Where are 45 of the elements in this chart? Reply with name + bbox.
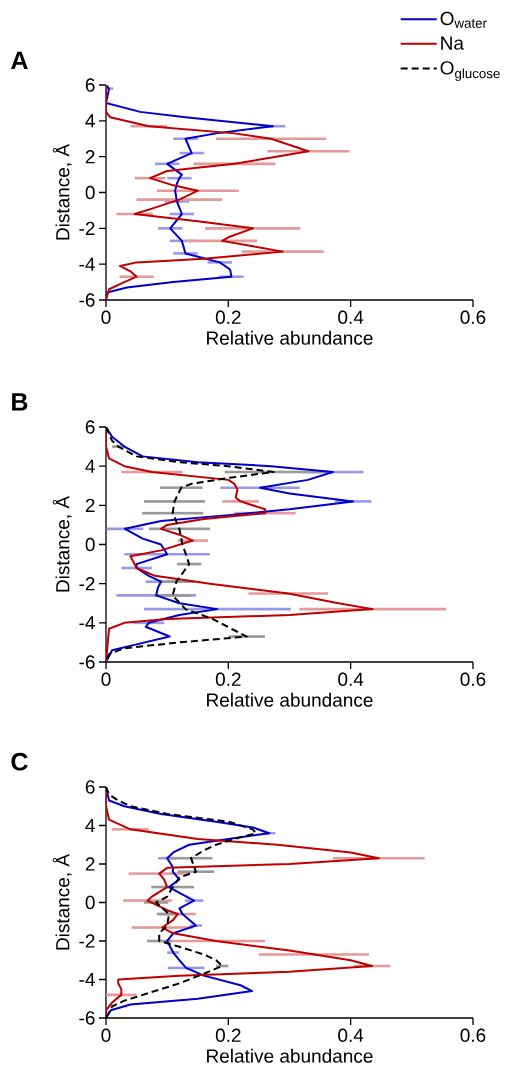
legend-label: O$_{glucose}$ [440, 61, 500, 81]
y-tick-label: 2 [85, 150, 95, 164]
chart-title: B [12, 393, 28, 411]
y-tick-label: -6 [79, 293, 95, 307]
x-axis-title: Relative abundance [207, 692, 373, 707]
chart-title: C [11, 752, 28, 771]
x-tick-label: 0.4 [338, 310, 364, 324]
x-tick-label: 0.6 [460, 672, 486, 686]
y-tick-label: -6 [79, 655, 95, 669]
y-tick-label: 2 [85, 857, 95, 871]
y-tick-label: -6 [79, 1011, 95, 1025]
y-tick-label: -4 [79, 257, 95, 271]
y-axis-title: Distance, Å [52, 853, 72, 950]
y-tick-label: 6 [85, 420, 95, 434]
x-tick-label: 0 [101, 672, 111, 686]
x-tick-label: 0.6 [460, 310, 486, 324]
x-axis-title: Relative abundance [207, 330, 373, 345]
y-tick-label: -2 [79, 221, 95, 235]
x-tick-label: 0.2 [215, 1028, 241, 1042]
y-tick-label: 4 [85, 114, 95, 128]
y-tick-label: 6 [85, 780, 95, 794]
chart-title: A [11, 51, 28, 70]
y-tick-label: 0 [85, 895, 95, 910]
x-tick-label: 0.2 [215, 310, 241, 324]
x-tick-label: 0.6 [460, 1028, 486, 1042]
x-tick-label: 0 [101, 1028, 111, 1042]
y-axis-title: Distance, Å [52, 496, 72, 592]
y-tick-label: -4 [79, 616, 95, 630]
x-tick-label: 0 [101, 310, 111, 324]
y-tick-label: 4 [85, 818, 95, 833]
y-tick-label: 6 [85, 78, 95, 92]
x-tick-label: 0.4 [338, 1028, 364, 1042]
y-tick-label: 0 [85, 537, 95, 552]
x-tick-label: 0.4 [338, 672, 364, 686]
y-tick-label: 2 [85, 498, 95, 512]
legend-label: Na [441, 36, 464, 50]
y-axis-title: Distance, Å [52, 144, 72, 240]
y-tick-label: -4 [79, 972, 95, 987]
legend-label: O$_{water}$ [440, 11, 487, 28]
y-tick-label: 0 [85, 185, 95, 200]
x-tick-label: 0.2 [215, 672, 241, 686]
y-tick-label: 4 [85, 459, 95, 473]
y-tick-label: -2 [79, 934, 95, 948]
x-axis-title: Relative abundance [207, 1048, 373, 1063]
y-tick-label: -2 [79, 577, 95, 591]
